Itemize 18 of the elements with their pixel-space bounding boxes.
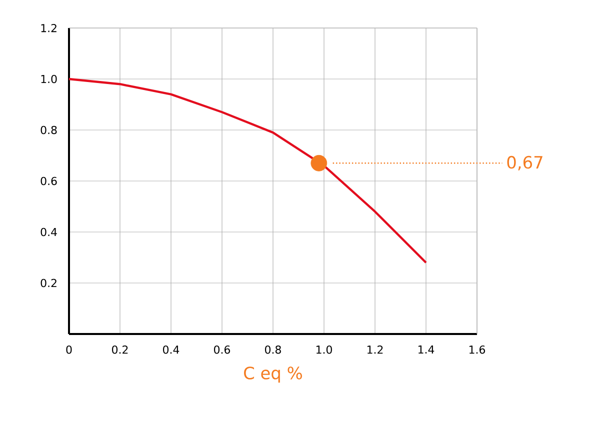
x-tick-label: 1.2	[367, 346, 383, 354]
y-tick-label: 0.4	[40, 228, 57, 236]
x-tick-label: 0.4	[163, 346, 180, 354]
line-series	[68, 78, 428, 264]
x-tick-label: 1.6	[469, 346, 486, 354]
x-tick-label: 0.8	[265, 346, 281, 354]
x-tick-label: 0	[66, 346, 72, 354]
x-tick-label: 0.6	[214, 346, 230, 354]
x-tick-label: 0.2	[112, 346, 128, 354]
y-tick-label: 1.0	[41, 74, 57, 84]
y-tick-label: 1.2	[41, 24, 56, 32]
x-axis-title: C eq %	[244, 366, 302, 383]
y-tick-label: 0.8	[40, 126, 57, 134]
x-tick-label: 1.4	[418, 345, 434, 354]
y-tick-label: 0.2	[40, 278, 56, 288]
y-tick-label: 0.6	[40, 176, 57, 186]
text: 0,67	[507, 156, 542, 170]
x-tick-label: 1.0	[316, 346, 332, 354]
